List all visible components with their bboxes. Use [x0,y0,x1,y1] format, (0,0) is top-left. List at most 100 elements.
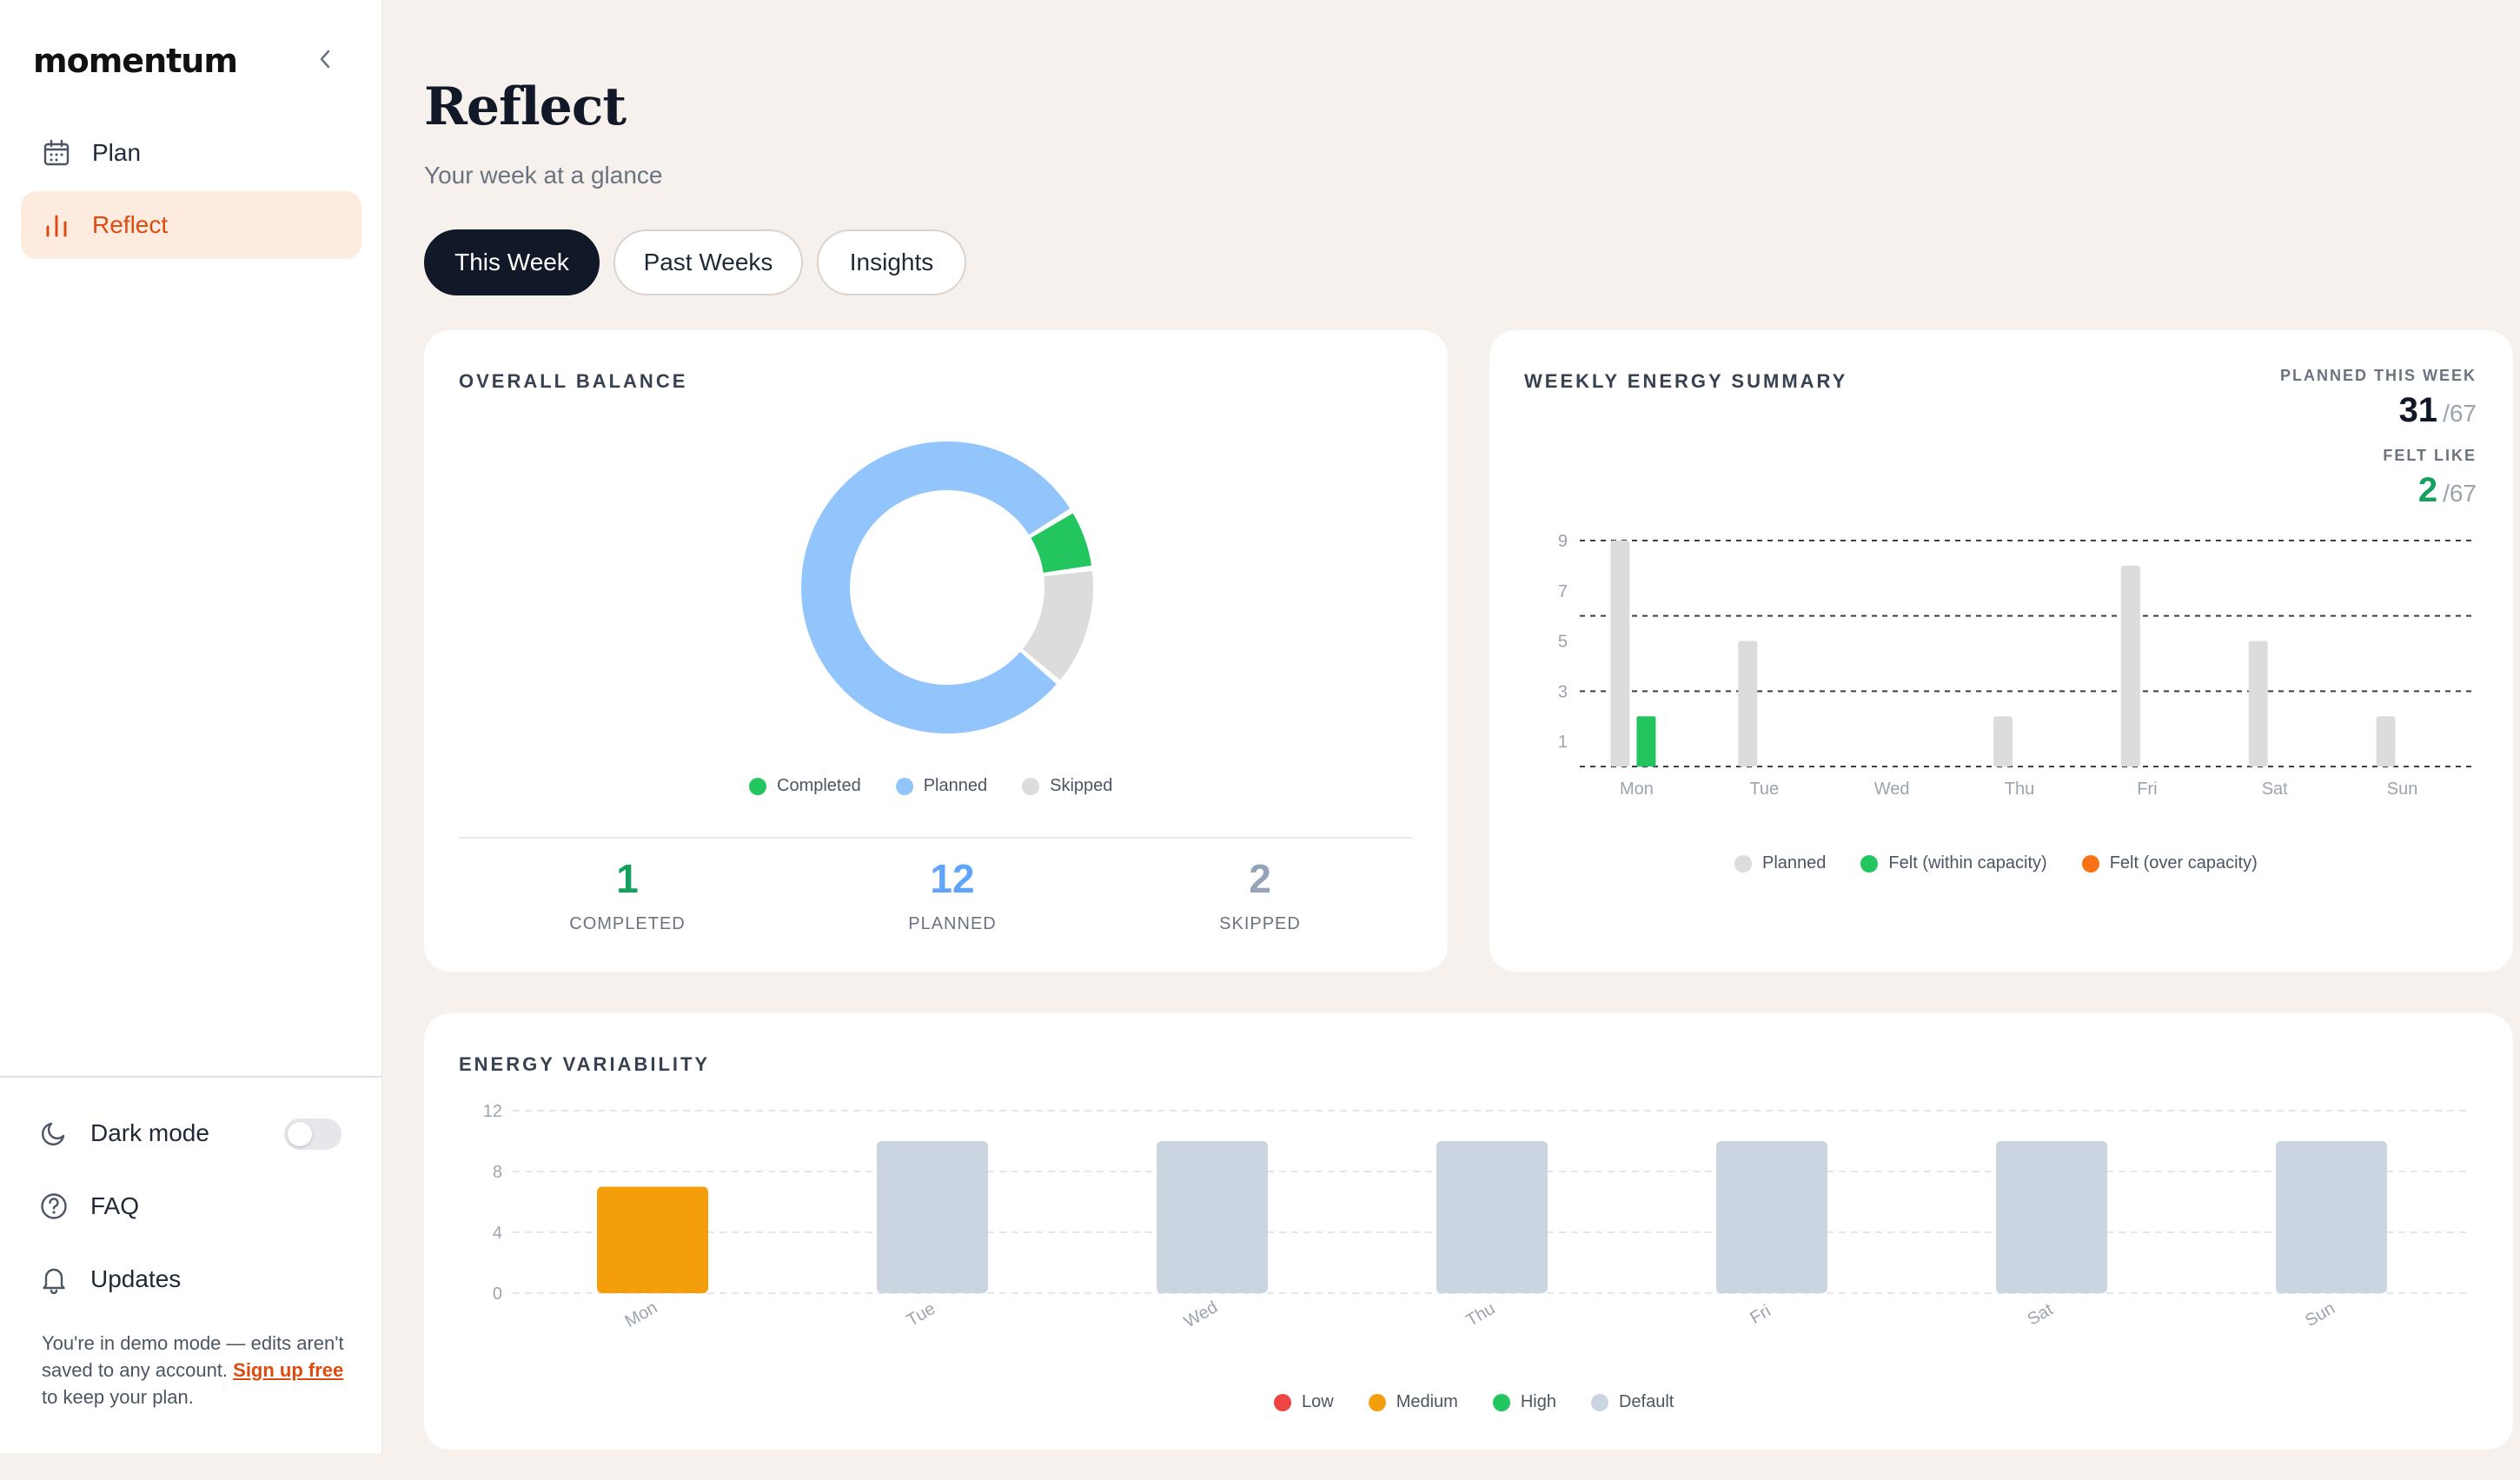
sidebar-item-plan[interactable]: Plan [21,119,361,187]
x-tick-label: Sat [2024,1300,2056,1330]
variability-bar [877,1141,988,1293]
y-tick-label: 3 [1558,682,1568,701]
variability-bar [1996,1141,2107,1293]
planned-bar [2376,716,2396,767]
planned-bar [1738,640,1758,767]
planned-bar [2120,565,2140,767]
donut-slice-planned [801,441,1093,733]
planned-bar [1993,716,2013,767]
faq-link[interactable]: FAQ [38,1180,139,1232]
donut-slice-skipped [801,441,1093,733]
stat-planned: 12 PLANNED [908,856,997,933]
legend-planned: Planned [1734,853,1826,873]
tab-insights[interactable]: Insights [817,229,966,295]
sidebar: momentum Plan Reflect Dark mode FAQ Upda… [0,0,382,1453]
energy-variability-title: ENERGY VARIABILITY [459,1053,711,1075]
felt-over-dot [2081,854,2099,873]
planned-bar [2248,640,2268,767]
low-dot [1274,1393,1291,1411]
legend-high: High [1492,1392,1556,1412]
page-title: Reflect [424,76,627,137]
updates-link[interactable]: Updates [38,1253,181,1305]
help-circle-icon [38,1191,70,1222]
collapse-sidebar-button[interactable] [315,42,335,76]
high-dot [1492,1393,1510,1411]
sidebar-item-reflect[interactable]: Reflect [21,191,361,259]
x-tick-label: Fri [1747,1301,1774,1328]
weekly-energy-legend: Planned Felt (within capacity) Felt (ove… [1734,853,2258,873]
chevron-left-icon [320,50,330,69]
y-tick-label: 7 [1558,582,1568,601]
x-tick-label: Sun [2302,1298,2338,1331]
variability-bar [1436,1141,1548,1293]
sidebar-item-label: Plan [92,139,142,166]
sign-up-link[interactable]: Sign up free [233,1359,344,1381]
x-tick-label: Mon [1620,780,1654,799]
energy-summary-stats: PLANNED THIS WEEK 31/67 FELT LIKE 2/67 [2280,367,2477,516]
y-tick-label: 1 [1558,733,1568,752]
x-tick-label: Wed [1181,1297,1221,1331]
y-tick-label: 0 [493,1284,502,1304]
felt-within-bar [1636,716,1656,767]
page-subtitle: Your week at a glance [424,162,663,189]
planned-bar [1610,541,1630,767]
y-tick-label: 4 [493,1224,502,1243]
x-tick-label: Wed [1874,780,1910,799]
dark-mode-toggle[interactable] [284,1118,342,1150]
tab-this-week[interactable]: This Week [424,229,600,295]
medium-dot [1368,1393,1386,1411]
weekly-energy-card: WEEKLY ENERGY SUMMARY PLANNED THIS WEEK … [1489,330,2513,972]
x-tick-label: Mon [622,1298,661,1332]
legend-default: Default [1590,1392,1674,1412]
dark-mode-row[interactable]: Dark mode [38,1107,209,1159]
x-tick-label: Thu [1463,1299,1499,1331]
faq-label: FAQ [90,1192,140,1219]
default-dot [1590,1393,1608,1411]
energy-variability-chart: 0 4 8 12 Mon Tue Wed Thu Fri Sat Sun [483,1102,2471,1332]
planned-this-week-label: PLANNED THIS WEEK [2279,367,2477,384]
felt-like-value: 2/67 [2417,471,2477,509]
legend-skipped: Skipped [1022,776,1112,796]
bell-icon [38,1264,70,1295]
calendar-icon [42,138,71,168]
completed-dot [749,777,766,795]
variability-bar [1157,1141,1268,1293]
skipped-dot [1022,777,1040,795]
variability-bar [597,1186,708,1293]
overall-balance-title: OVERALL BALANCE [459,370,688,392]
balance-legend: Completed Planned Skipped [749,776,1112,796]
weekly-energy-chart: 1 3 5 7 9 Mon Tue Wed Thu Fri Sat Sun [1558,532,2473,799]
x-tick-label: Fri [2137,780,2157,799]
sidebar-divider [0,1076,382,1078]
updates-label: Updates [90,1265,182,1292]
weekly-energy-title: WEEKLY ENERGY SUMMARY [1524,370,1848,392]
felt-within-dot [1860,854,1879,873]
energy-variability-legend: Low Medium High Default [1274,1392,1674,1412]
planned-this-week-value: 31/67 [2398,391,2477,429]
legend-completed: Completed [749,776,861,796]
stat-completed: 1 COMPLETED [569,856,686,933]
legend-medium: Medium [1368,1392,1458,1412]
planned-dot [1734,854,1752,873]
x-tick-label: Thu [2005,780,2034,799]
overall-balance-card: OVERALL BALANCE Completed Planned Skippe… [424,330,1448,972]
moon-icon [38,1118,70,1149]
planned-dot [895,777,913,795]
variability-bar [2276,1141,2387,1293]
bar-chart-icon [42,210,71,240]
x-tick-label: Tue [1749,780,1779,799]
tab-past-weeks[interactable]: Past Weeks [613,229,803,295]
legend-planned: Planned [895,776,987,796]
legend-felt-within: Felt (within capacity) [1860,853,2047,873]
sidebar-item-label: Reflect [92,211,169,238]
felt-like-label: FELT LIKE [2383,447,2477,464]
stat-skipped: 2 SKIPPED [1219,856,1301,933]
x-tick-label: Sun [2387,780,2418,799]
variability-bar [1716,1141,1827,1293]
x-tick-label: Sat [2262,780,2288,799]
app-logo[interactable]: momentum [33,42,238,80]
balance-donut-chart [801,441,1093,733]
legend-low: Low [1274,1392,1334,1412]
demo-mode-notice: You're in demo mode — edits aren't saved… [42,1332,344,1408]
y-tick-label: 12 [483,1102,502,1121]
